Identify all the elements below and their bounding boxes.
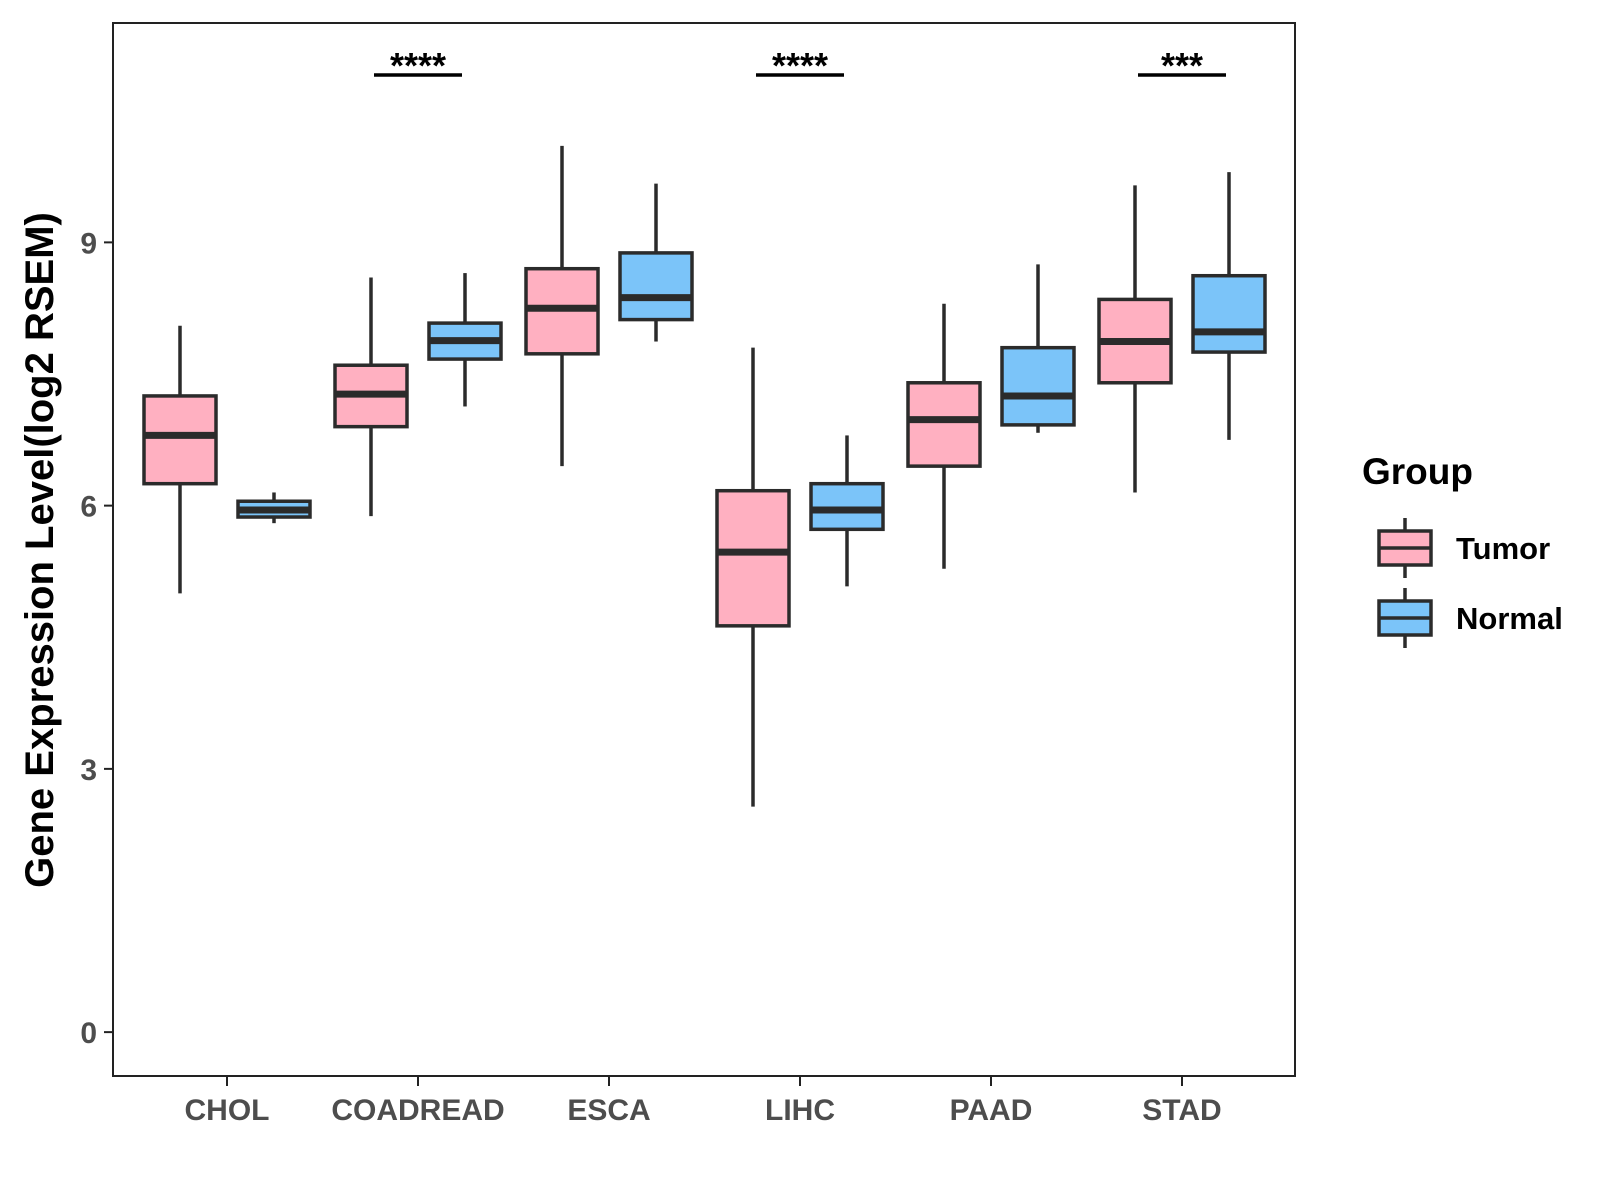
box-normal-lihc (809, 435, 885, 587)
box-normal-coadread (427, 273, 503, 407)
legend-key-tumor (1377, 518, 1433, 578)
box-body (142, 394, 218, 486)
panel-border (112, 22, 1296, 1077)
x-tick-label: STAD (1142, 1094, 1221, 1127)
box-body (809, 481, 885, 532)
legend-label: Tumor (1456, 531, 1550, 566)
box-tumor-coadread (333, 277, 409, 517)
x-tick-label: PAAD (950, 1094, 1033, 1127)
x-tick-label: CHOL (185, 1094, 270, 1127)
box-body (618, 251, 694, 322)
legend-title: Group (1362, 451, 1473, 492)
box-normal-stad (1191, 172, 1267, 440)
box-tumor-paad (906, 303, 982, 569)
boxes-layer (142, 145, 1267, 807)
significance-label: **** (390, 45, 446, 86)
legend: Group Tumor Normal (1362, 451, 1563, 648)
significance-label: **** (772, 45, 828, 86)
significance-label: *** (1161, 45, 1203, 86)
box-body (1000, 345, 1076, 427)
box-body (1191, 273, 1267, 354)
legend-key-normal (1377, 588, 1433, 648)
box-tumor-lihc (715, 347, 791, 807)
box-normal-paad (1000, 264, 1076, 433)
y-axis-title: Gene Expression Level(log2 RSEM) (18, 212, 62, 888)
box-normal-esca (618, 183, 694, 342)
y-axis: 0 3 6 9 (80, 227, 113, 1050)
x-tick-label: COADREAD (331, 1094, 504, 1127)
y-tick-label: 3 (80, 754, 97, 787)
box-tumor-esca (524, 145, 600, 467)
box-tumor-chol (142, 325, 218, 594)
x-tick-label: LIHC (765, 1094, 835, 1127)
box-body (906, 381, 982, 468)
y-tick-label: 9 (80, 227, 97, 260)
box-tumor-stad (1097, 185, 1173, 493)
box-normal-chol (236, 492, 312, 524)
x-axis: CHOL COADREAD ESCA LIHC PAAD STAD (185, 1076, 1222, 1127)
x-tick-label: ESCA (567, 1094, 650, 1127)
y-tick-label: 0 (80, 1017, 97, 1050)
y-tick-label: 6 (80, 491, 97, 524)
legend-label: Normal (1456, 601, 1563, 636)
significance-layer: **** **** *** (374, 45, 1226, 86)
box-body (715, 488, 791, 628)
